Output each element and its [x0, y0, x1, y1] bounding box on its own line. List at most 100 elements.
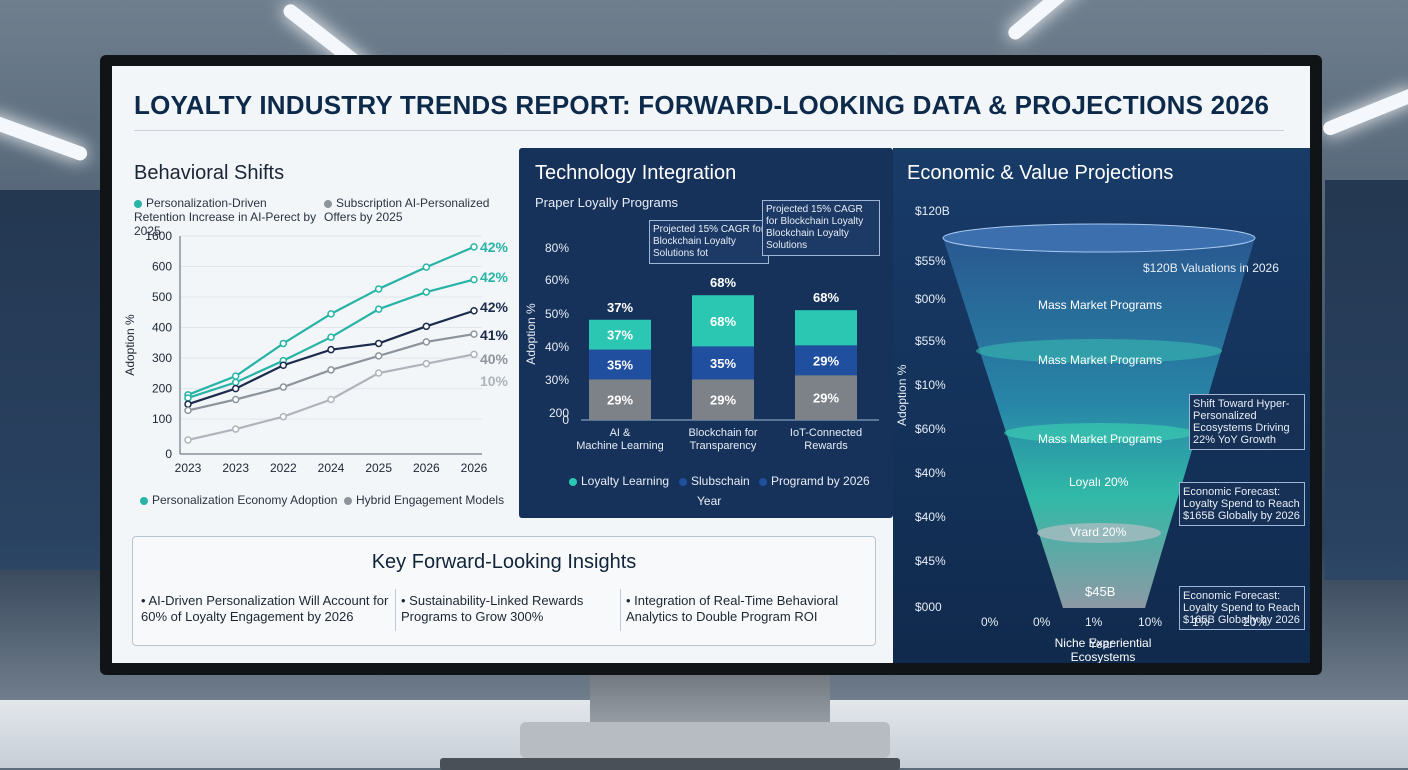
- data-point: [327, 345, 335, 354]
- x-tick-label: 10%: [1138, 615, 1163, 629]
- legend-swatch: [344, 496, 352, 505]
- legend-item: Slubschain: [679, 474, 750, 488]
- legend-label: Slubschain: [691, 474, 750, 488]
- insight-text: Sustainability-Linked Rewards Programs t…: [401, 593, 584, 624]
- bar-segment: [795, 310, 857, 346]
- data-point: [374, 285, 383, 293]
- technology-subtitle: Praper Loyally Programs: [535, 195, 679, 210]
- y-tick-label: $55%: [915, 334, 946, 348]
- funnel-label: Mass Market Programs: [1038, 432, 1163, 446]
- data-point: [231, 425, 240, 433]
- legend-swatch: [134, 199, 142, 208]
- legend-item: Hybrid Engagement Models: [344, 493, 504, 507]
- y-tick-label: 60%: [545, 273, 569, 287]
- insight-item: • Integration of Real-Time Behavioral An…: [626, 593, 839, 624]
- legend-swatch: [324, 199, 332, 208]
- x-axis-label: Year: [1089, 637, 1114, 651]
- data-point: [184, 400, 192, 408]
- legend-swatch: [759, 477, 767, 486]
- data-point: [470, 350, 478, 359]
- bar-segment: [795, 345, 857, 376]
- bar-segment: [692, 346, 754, 380]
- x-axis-label: Year: [697, 494, 722, 508]
- data-point: [422, 288, 431, 296]
- y-tick-label: 500: [152, 290, 172, 304]
- x-tick-label: 2023: [222, 461, 249, 475]
- callout-box: Projected 15% CAGR for Blockchain Loyalt…: [762, 200, 880, 256]
- top-note: $120B Valuations in 2026: [1143, 261, 1279, 275]
- y-tick-label: $60%: [915, 422, 946, 436]
- end-value-label: 42%: [480, 299, 509, 315]
- funnel-label: Mass Market Programs: [1038, 353, 1163, 367]
- technology-title: Technology Integration: [535, 162, 737, 184]
- y-tick-label: 1600: [145, 229, 172, 243]
- funnel-band: [1037, 523, 1161, 543]
- data-point: [231, 378, 240, 387]
- y-tick-label: 80%: [545, 241, 569, 255]
- x-tick-label: 2023: [175, 461, 202, 475]
- data-point: [279, 361, 288, 369]
- economic-panel: Economic & Value Projections $120B Valua…: [893, 148, 1310, 663]
- y-tick-label: $55%: [915, 254, 946, 268]
- y-tick-label: $40%: [915, 510, 946, 524]
- legend-item: Personalization Economy Adoption: [140, 493, 337, 507]
- y-tick-label: 30%: [545, 373, 569, 387]
- report-title: LOYALTY INDUSTRY TRENDS REPORT: FORWARD-…: [134, 90, 1270, 120]
- y-tick-label: 400: [152, 321, 172, 335]
- y-tick-label: $000: [915, 600, 942, 614]
- window: [0, 190, 100, 570]
- y-tick-label: 300: [152, 351, 172, 365]
- y-tick-label: $120B: [915, 204, 950, 218]
- data-point: [327, 333, 335, 341]
- bar-segment: [692, 379, 754, 420]
- x-tick-label: Rewards: [804, 440, 848, 452]
- funnel-label: Loyalı 20%: [1069, 475, 1129, 489]
- legend-item: Programd by 2026: [759, 474, 870, 488]
- legend-swatch: [140, 496, 148, 505]
- insight-text: Integration of Real-Time Behavioral Anal…: [626, 593, 839, 624]
- funnel-label: Niche Experiential Ecosystems: [1054, 636, 1152, 663]
- bar-value-label: 35%: [607, 358, 633, 373]
- y-tick-label: 40%: [545, 340, 569, 354]
- data-point: [279, 412, 288, 421]
- legend-item: Loyalty Learning: [569, 474, 669, 488]
- legend-label: Subscription AI-Personalized Offers by 2…: [324, 196, 490, 224]
- legend-item: Personalization-Driven Retention Increas…: [134, 196, 319, 238]
- bar-segment: [589, 349, 651, 380]
- x-tick-label: 2025: [365, 461, 392, 475]
- legend-swatch: [679, 477, 687, 486]
- legend-label: Personalization-Driven Retention Increas…: [134, 196, 317, 238]
- data-point: [327, 395, 335, 404]
- funnel-label: Vrard 20%: [1070, 525, 1127, 539]
- window: [1325, 180, 1408, 580]
- y-tick-label: $45%: [915, 554, 946, 568]
- economic-title: Economic & Value Projections: [907, 162, 1174, 184]
- y-tick-label: $10%: [915, 378, 946, 392]
- data-point: [470, 243, 478, 251]
- insight-item: • AI-Driven Personalization Will Account…: [141, 593, 389, 624]
- divider: [395, 589, 396, 631]
- technology-panel: Technology Integration Praper Loyally Pr…: [519, 148, 893, 518]
- callout-box: Economic Forecast: Loyalty Spend to Reac…: [1179, 482, 1305, 526]
- bar-total-label: 68%: [813, 290, 839, 305]
- data-point: [374, 305, 383, 313]
- x-tick-label: 2026: [413, 461, 440, 475]
- insight-text: AI-Driven Personalization Will Account f…: [141, 593, 389, 624]
- bar-value-label: 29%: [710, 393, 736, 408]
- x-tick-label: Machine Learning: [576, 440, 663, 452]
- x-tick-label: AI &: [610, 427, 631, 439]
- x-tick-label: 20%: [1243, 615, 1268, 629]
- bar-value-label: 68%: [710, 314, 736, 329]
- data-point: [184, 394, 192, 402]
- data-point: [470, 306, 478, 315]
- data-point: [327, 366, 335, 374]
- data-point: [422, 338, 431, 346]
- bar-value-label: 35%: [710, 356, 736, 371]
- divider: [620, 589, 621, 631]
- legend-label: Programd by 2026: [771, 474, 870, 488]
- y-tick-label: 600: [152, 260, 172, 274]
- x-tick-label: Blockchain for: [688, 427, 757, 439]
- keyboard: [440, 758, 900, 770]
- end-value-label: 42%: [480, 239, 509, 255]
